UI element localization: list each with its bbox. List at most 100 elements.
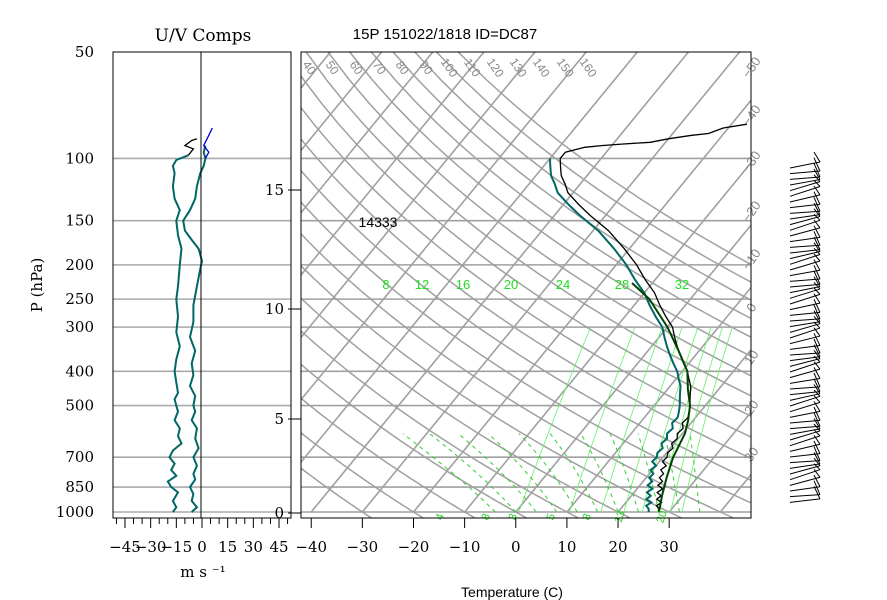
skewt-moist-label: 3: [506, 512, 519, 522]
uv-series-line: [166, 154, 189, 513]
skewt-mixing-ratio: [670, 326, 723, 513]
wind-barb-flag: [813, 225, 821, 238]
uv-y-tick-label: 200: [65, 256, 94, 274]
skewt-moist-label: 8: [479, 512, 492, 522]
wind-barb-flag: [813, 355, 821, 363]
skewt-dry-adiabat: [301, 397, 477, 518]
wind-barb-flag: [813, 179, 821, 187]
wind-barb-staff: [789, 386, 821, 390]
skewt-isotherm: [668, 410, 751, 513]
skewt-mixing-ratio-label: 16: [456, 277, 470, 292]
wind-barb-flag: [813, 213, 821, 221]
wind-barb-flag: [813, 486, 821, 500]
skewt-isotherm: [301, 52, 536, 339]
wind-barb-flag: [813, 452, 821, 465]
uv-y-tick-label: 100: [65, 149, 94, 167]
wind-barb-flag: [813, 185, 821, 196]
skewt-dry-adiabat: [301, 137, 751, 460]
wind-barb-flag: [813, 440, 821, 454]
uv-y-tick-label: 850: [65, 478, 94, 496]
skewt-dry-adiabat: [327, 52, 751, 377]
uv-y-tick-label: 50: [75, 43, 94, 61]
wind-barb-flag: [813, 412, 821, 427]
wind-barb-flag: [813, 151, 821, 163]
wind-barb-flag: [813, 406, 821, 421]
skewt-title: 15P 151022/1818 ID=DC87: [353, 26, 537, 43]
skewt-isotherm: [301, 52, 383, 152]
wind-barb-staff: [789, 254, 821, 265]
uv-panel-ylabel: P (hPa): [28, 258, 46, 313]
wind-barb-staff: [789, 176, 821, 180]
uv-y-tick-label: 400: [65, 362, 94, 380]
wind-barb-flag: [813, 480, 821, 495]
wind-barb-staff: [789, 352, 821, 356]
skewt-moist-adiabat: [580, 433, 619, 513]
wind-barb-staff: [789, 460, 821, 464]
wind-barb-staff: [789, 244, 821, 248]
wind-barb-staff: [789, 283, 821, 288]
wind-barb-flag: [813, 253, 821, 262]
skewt-dry-adiabat: [301, 363, 529, 518]
wind-barb-flag: [813, 469, 821, 478]
wind-barb-flag: [813, 395, 821, 403]
wind-barb-flag: [813, 367, 821, 379]
uv-series-line: [182, 145, 207, 513]
wind-barb-staff: [789, 393, 821, 401]
skewt-moist-adiabat: [429, 433, 517, 513]
wind-barb-staff: [789, 391, 821, 396]
wind-barb-flag: [813, 372, 821, 388]
skewt-dry-adiabat: [392, 52, 751, 320]
uv-x-tick-label: −45: [109, 538, 141, 556]
skewt-mixing-ratio-label: 24: [556, 277, 570, 292]
skewt-x-tick-label: 20: [608, 538, 627, 556]
wind-barb-flag: [813, 293, 821, 304]
wind-barb-staff: [789, 286, 821, 294]
wind-barb-flag: [813, 259, 821, 271]
skewt-series-line: [631, 282, 692, 513]
skewt-dry-adiabat: [301, 200, 751, 504]
wind-barb-flag: [813, 287, 821, 295]
skewt-mixing-ratio: [518, 326, 592, 513]
wind-barb-staff: [789, 410, 821, 418]
wind-barb-flag: [813, 446, 821, 461]
skewt-dry-adiabat: [301, 467, 373, 518]
wind-barb-flag: [813, 197, 821, 212]
wind-barb-flag: [813, 163, 821, 178]
skewt-moist-adiabat: [609, 433, 639, 513]
wind-barb-flag: [813, 191, 821, 205]
wind-barb-staff: [789, 216, 821, 226]
wind-barb-flag: [813, 389, 821, 397]
wind-barb-staff: [789, 260, 821, 271]
uv-panel-series: [166, 127, 213, 513]
skewt-moist-adiabat: [689, 433, 701, 513]
wind-barb-flag: [813, 435, 821, 445]
skewt-mixing-ratio-label: 12: [415, 277, 429, 292]
wind-barb-staff: [789, 269, 821, 277]
uv-y-tick-label: 250: [65, 290, 94, 308]
skewt-height-label: 15: [265, 181, 284, 199]
wind-barb-flag: [813, 247, 821, 255]
wind-barb-staff: [789, 227, 821, 237]
wind-barb-flag: [813, 310, 821, 322]
wind-barb-staff: [789, 395, 821, 407]
wind-barb-staff: [789, 378, 821, 384]
wind-barb-flag: [813, 429, 821, 437]
uv-series-line: [183, 138, 198, 156]
wind-barb-flag: [813, 281, 821, 290]
uv-x-tick-label: 0: [197, 538, 207, 556]
uv-y-tick-label: 500: [65, 397, 94, 415]
wind-barb-flag: [813, 378, 821, 392]
skewt-background-lines: [301, 52, 751, 518]
wind-barb-flag: [813, 236, 821, 250]
skewt-mixing-ratio-label: 20: [504, 277, 518, 292]
skewt-dry-adiabat: [301, 106, 751, 438]
wind-barb-staff: [789, 251, 821, 260]
wind-barb-flag: [813, 423, 821, 432]
skewt-dry-adiabat: [414, 52, 751, 301]
skewt-isotherm: [301, 52, 485, 277]
wind-barb-staff: [789, 425, 821, 430]
uv-panel-title: U/V Comps: [155, 26, 252, 46]
uv-panel-frame: [112, 51, 292, 519]
skewt-dry-adiabat: [301, 232, 736, 518]
wind-barb-staff: [789, 368, 821, 379]
